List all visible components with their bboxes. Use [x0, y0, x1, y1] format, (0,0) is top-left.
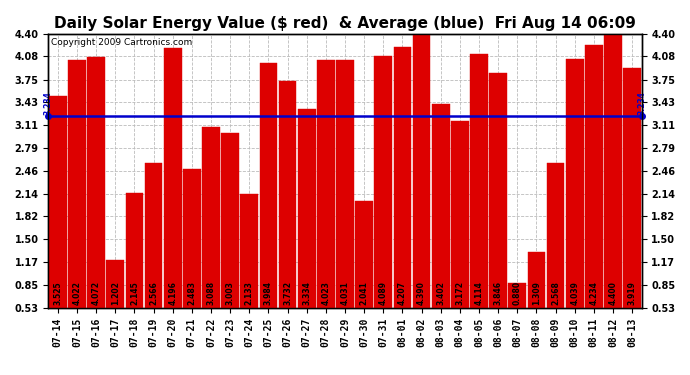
Bar — [183, 170, 201, 308]
Bar — [393, 47, 411, 308]
Bar — [221, 133, 239, 308]
Title: Daily Solar Energy Value ($ red)  & Average (blue)  Fri Aug 14 06:09: Daily Solar Energy Value ($ red) & Avera… — [54, 16, 636, 31]
Bar — [566, 59, 584, 308]
Bar — [375, 56, 392, 308]
Bar — [164, 48, 181, 308]
Text: 4.207: 4.207 — [398, 281, 407, 305]
Text: 1.202: 1.202 — [111, 282, 120, 305]
Text: 2.483: 2.483 — [188, 281, 197, 305]
Bar — [279, 81, 297, 308]
Text: 3.003: 3.003 — [226, 282, 235, 305]
Bar — [585, 45, 602, 308]
Text: 4.031: 4.031 — [340, 282, 350, 305]
Text: 2.145: 2.145 — [130, 282, 139, 305]
Bar — [259, 63, 277, 308]
Bar — [546, 164, 564, 308]
Text: 1.309: 1.309 — [532, 282, 541, 305]
Text: 3.334: 3.334 — [302, 282, 311, 305]
Bar — [470, 54, 488, 307]
Bar — [432, 104, 449, 308]
Bar — [298, 109, 315, 307]
Bar — [202, 126, 220, 308]
Text: 4.039: 4.039 — [570, 282, 579, 305]
Bar — [528, 252, 545, 308]
Text: 3.172: 3.172 — [455, 281, 464, 305]
Bar — [88, 57, 105, 308]
Bar — [145, 164, 162, 308]
Text: 3.525: 3.525 — [53, 282, 62, 305]
Bar — [413, 34, 431, 308]
Text: 4.072: 4.072 — [92, 281, 101, 305]
Bar — [317, 60, 335, 308]
Bar — [336, 60, 354, 308]
Text: 4.114: 4.114 — [475, 282, 484, 305]
Text: 2.568: 2.568 — [551, 282, 560, 305]
Text: 4.390: 4.390 — [417, 282, 426, 305]
Bar — [509, 283, 526, 308]
Bar — [623, 68, 641, 308]
Text: 3.402: 3.402 — [436, 282, 445, 305]
Bar — [241, 194, 258, 308]
Bar — [451, 121, 469, 308]
Bar — [49, 96, 67, 308]
Bar — [68, 60, 86, 308]
Text: 3.984: 3.984 — [264, 281, 273, 305]
Text: 4.234: 4.234 — [589, 282, 598, 305]
Text: 4.196: 4.196 — [168, 282, 177, 305]
Text: 4.023: 4.023 — [322, 282, 331, 305]
Bar — [355, 201, 373, 308]
Text: 3.234: 3.234 — [43, 91, 53, 115]
Bar — [126, 193, 144, 308]
Bar — [106, 260, 124, 308]
Text: 3.088: 3.088 — [206, 281, 215, 305]
Text: 3.846: 3.846 — [493, 281, 502, 305]
Bar — [604, 34, 622, 308]
Text: 0.880: 0.880 — [513, 281, 522, 305]
Text: 2.041: 2.041 — [359, 282, 368, 305]
Text: 2.566: 2.566 — [149, 282, 158, 305]
Text: 2.133: 2.133 — [245, 282, 254, 305]
Text: 3.234: 3.234 — [637, 91, 647, 115]
Text: 3.919: 3.919 — [628, 282, 637, 305]
Text: 4.022: 4.022 — [72, 282, 81, 305]
Text: 4.089: 4.089 — [379, 281, 388, 305]
Text: Copyright 2009 Cartronics.com: Copyright 2009 Cartronics.com — [51, 38, 193, 47]
Bar — [489, 73, 507, 308]
Text: 3.732: 3.732 — [283, 281, 292, 305]
Text: 4.400: 4.400 — [609, 282, 618, 305]
